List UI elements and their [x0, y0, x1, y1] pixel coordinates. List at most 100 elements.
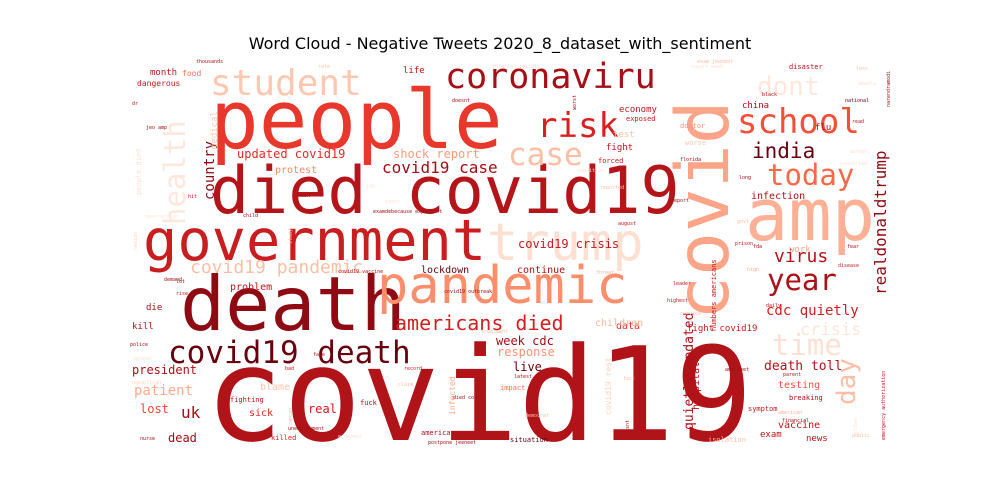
word-testing: testing [778, 380, 820, 391]
word-claim: claim [398, 382, 413, 388]
word-leader: leader [673, 281, 691, 287]
word-infected: infected [448, 376, 457, 415]
word-american: american [778, 410, 802, 416]
word-health: health [158, 120, 192, 225]
word-fda: fda [753, 244, 762, 250]
word-global: global [853, 417, 859, 435]
word-doesnt: doesnt [452, 98, 470, 104]
word-death: death [180, 260, 406, 348]
word-lost: lost [140, 402, 169, 416]
word-fuck: fuck [360, 399, 378, 407]
word-flu: flu [815, 123, 831, 133]
word-emergency-authorization: emergency authorization [881, 371, 887, 440]
word-cdc-quietly: cdc quietly [766, 303, 859, 319]
word-republican: republican [131, 380, 161, 386]
word-covid: covid [661, 100, 746, 320]
word-financial: financial [782, 418, 809, 424]
word-medical: medical [210, 111, 220, 149]
word-condition: condition [577, 168, 604, 174]
word-uk: uk [181, 403, 201, 422]
word-exam-jeeneet: exam jeeneet [697, 59, 733, 65]
word-pandemic: pandemic [377, 256, 627, 316]
word-report: report [671, 198, 689, 204]
word-pay: pay [620, 206, 629, 212]
word-countries: countries [840, 161, 867, 167]
word-demand: demand [164, 277, 182, 283]
word-fear: fear [847, 244, 859, 250]
word-official: official [572, 391, 581, 430]
word-highest: highest [667, 298, 688, 304]
word-child: child [243, 213, 258, 219]
word-fighting: fighting [230, 396, 264, 404]
word-month: month [150, 68, 177, 78]
word-president: president [132, 363, 197, 377]
word-economy: economy [619, 105, 658, 115]
word-latest: latest [514, 374, 532, 380]
word-children: children [595, 318, 643, 329]
word-protest: protest [275, 165, 317, 176]
word-covid19-rest: covid19 rest [604, 357, 613, 415]
word-start: start [385, 199, 400, 205]
word-patient: patient [134, 383, 193, 399]
word-china: china [742, 101, 769, 111]
word-americans-died: americans died [395, 311, 564, 335]
word-india: india [752, 139, 815, 163]
word-country: country [202, 141, 218, 200]
word-worst: worst [572, 95, 578, 110]
word-prison: prison [735, 241, 753, 247]
word-govt: govt [737, 219, 749, 225]
word-news: news [806, 434, 828, 444]
word-covid19-outbreak: covid19 outbreak [444, 289, 492, 295]
word-today: today [767, 158, 854, 192]
word-public: public [852, 433, 870, 439]
word-nurse: nurse [140, 436, 155, 442]
word-death-toll: death toll [764, 359, 842, 374]
word-realdonaldtrump: realdonaldtrump [871, 151, 890, 296]
word-isolation: isolation [708, 436, 746, 444]
word-live: live [513, 360, 542, 374]
word-real: real [308, 402, 337, 416]
word-quietly-updated: quietly updated [682, 313, 697, 430]
word-hospital: hospital [691, 362, 702, 410]
word-fight: fight [606, 143, 633, 153]
word-narendramodi: narendramodi [886, 71, 892, 107]
word-treatment: treatment [481, 329, 508, 335]
word-isnt: isnt [625, 420, 631, 432]
word-thousands: thousands [196, 59, 223, 65]
word-response: response [497, 345, 555, 359]
word-die: die [146, 303, 162, 313]
word-vaccine: vaccine [778, 420, 820, 431]
word-updated-covid19: updated covid19 [237, 147, 345, 161]
word-disaster: disaster [789, 63, 823, 71]
word-high: high [747, 267, 759, 273]
word-infected-covid19: infected covid19 [492, 64, 540, 70]
word-dr: dr [132, 101, 138, 107]
word-rise: rise [176, 291, 188, 297]
word-amp-neet: amp neet [725, 367, 749, 373]
word-record: record [404, 366, 422, 372]
word-bad: bad [285, 366, 294, 372]
word-covid19-death: covid19 death [168, 335, 411, 371]
word-august: august [618, 221, 636, 227]
word-died-covid19: died covid19 [210, 154, 680, 229]
word-hit: hit [188, 194, 197, 200]
word-covid19-pandemic: covid19 pandemic [190, 257, 363, 278]
word-black: black [762, 92, 777, 98]
word-kill: kill [132, 322, 154, 332]
word-covid19-crisis: covid19 crisis [518, 237, 619, 251]
word-postpone-jeeneet: postpone jeeneet [428, 440, 476, 446]
word-time: time [772, 328, 842, 362]
word-mask: mask [298, 193, 310, 199]
word-virus: virus [774, 246, 828, 267]
word-sick: sick [249, 408, 273, 419]
word-school: school [737, 102, 860, 142]
word-unemployment: unemployment [288, 426, 324, 432]
word-report-week: report week [690, 64, 723, 70]
word-day: day [832, 358, 862, 405]
word-dont: dont [757, 72, 820, 102]
word-covid19-case: covid19 case [382, 158, 498, 177]
word-people-died: people died [135, 149, 143, 195]
word-killed: killed [271, 434, 296, 442]
word-worker: worker [850, 149, 868, 155]
word-reported: reported [600, 185, 624, 191]
